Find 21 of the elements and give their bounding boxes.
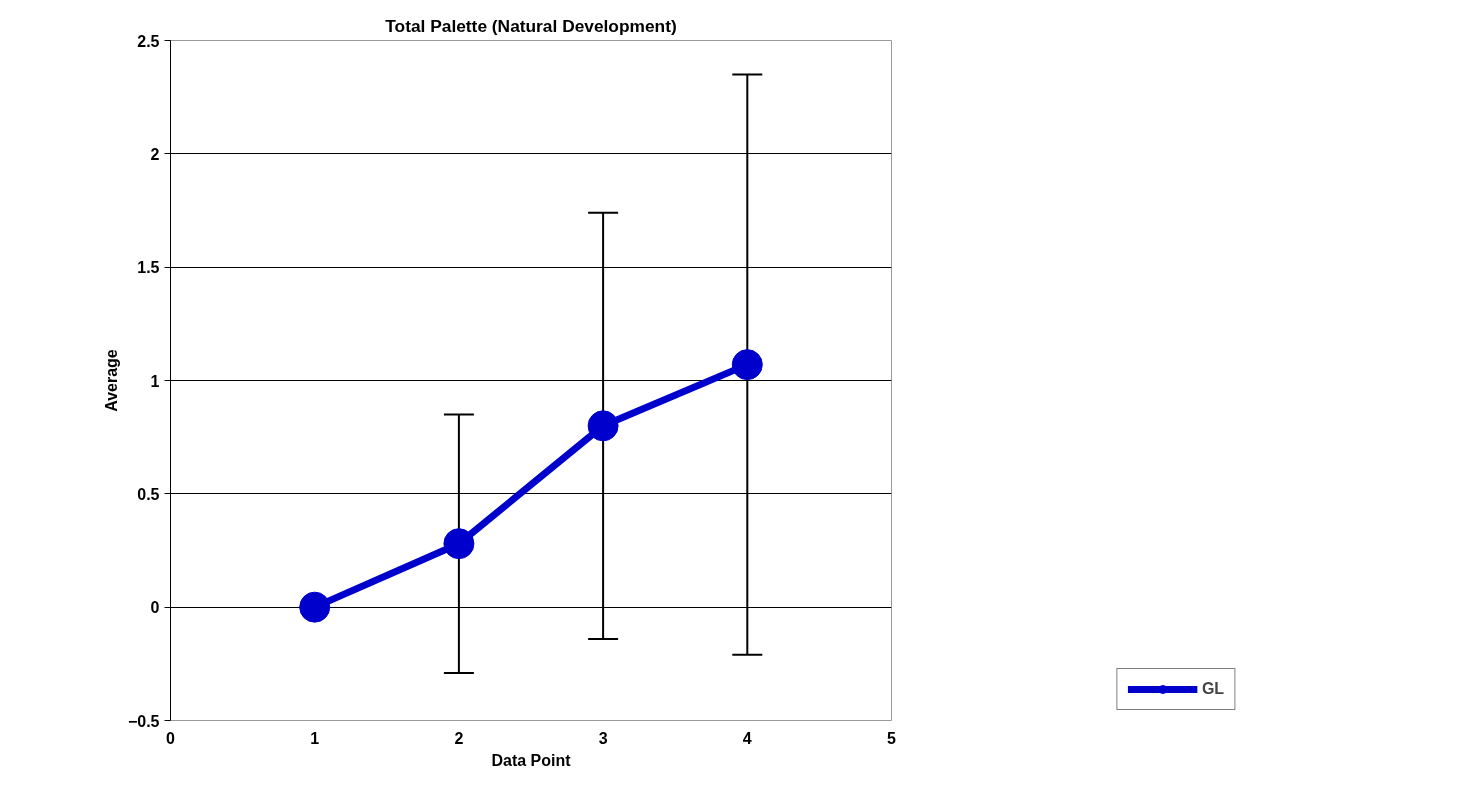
chart-title: Total Palette (Natural Development) [385, 15, 677, 36]
point [443, 528, 475, 560]
x-tick-label: 4 [742, 729, 752, 747]
x-axis-title: Data Point [491, 751, 572, 769]
y-tick-label: 0 [150, 599, 160, 617]
y-tick-label: 1.5 [137, 259, 160, 277]
y-axis-title: Average [102, 349, 120, 412]
point [299, 591, 331, 623]
y-tick-label: −0.5 [127, 712, 160, 730]
point [587, 410, 619, 442]
x-tick-label: 5 [887, 729, 897, 747]
point [731, 349, 763, 381]
legend-label: GL [1201, 680, 1225, 698]
y-tick-label: 0.5 [137, 485, 160, 503]
y-tick-label: 1 [150, 372, 160, 390]
y-tick-label: 2 [150, 145, 160, 163]
x-tick-label: 2 [454, 729, 464, 747]
x-tick-label: 3 [598, 729, 608, 747]
y-tick-label: 2.5 [137, 32, 160, 50]
x-tick-label: 1 [310, 729, 320, 747]
x-tick-label: 0 [166, 729, 176, 747]
